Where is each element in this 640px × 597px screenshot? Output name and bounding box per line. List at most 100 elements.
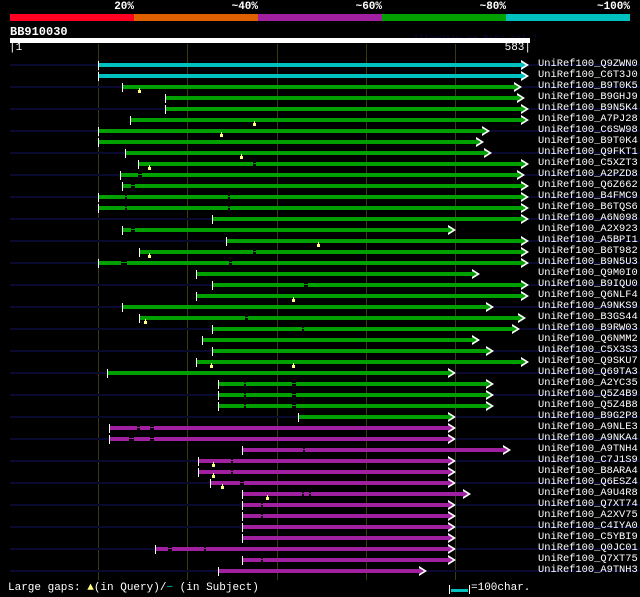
alignment-bar[interactable] [218,569,422,573]
alignment-bar[interactable] [242,448,506,452]
hit-label[interactable]: UniRef100_Q9M0I0 [538,267,638,279]
subject-gap [243,393,246,397]
alignment-bar[interactable] [218,382,489,386]
hit-label[interactable]: UniRef100_B9T0K4 [538,135,638,147]
hit-label[interactable]: UniRef100_Q6NLF4 [538,289,638,301]
hit-label[interactable]: UniRef100_Q6Z662 [538,179,638,191]
alignment-bar[interactable] [166,96,519,100]
hit-label[interactable]: UniRef100_B4FMC9 [538,190,638,202]
hit-label[interactable]: UniRef100_B6T982 [538,245,638,257]
alignment-bar[interactable] [242,514,450,518]
hit-label[interactable]: UniRef100_A2X923 [538,223,638,235]
hit-label[interactable]: UniRef100_A9TNH3 [538,564,638,576]
alignment-bar[interactable] [108,371,450,375]
alignment-bar[interactable] [123,85,516,89]
hit-label[interactable]: UniRef100_C5X3S3 [538,344,638,356]
hit-label[interactable]: UniRef100_A9U4R8 [538,487,638,499]
alignment-bar[interactable] [121,173,519,177]
alignment-bar[interactable] [197,360,523,364]
hit-label[interactable]: UniRef100_C5YBI9 [538,531,638,543]
alignment-bar[interactable] [242,536,450,540]
alignment-bar[interactable] [109,437,450,441]
hit-label[interactable]: UniRef100_C6SW98 [538,124,638,136]
hit-label[interactable]: UniRef100_B9N5U3 [538,256,638,268]
hit-label[interactable]: UniRef100_Q69TA3 [538,366,638,378]
alignment-bar[interactable] [166,107,523,111]
hit-label[interactable]: UniRef100_B8ARA4 [538,465,638,477]
hit-label[interactable]: UniRef100_Q6NMM2 [538,333,638,345]
alignment-bar[interactable] [140,316,521,320]
hit-label[interactable]: UniRef100_Q5Z4B9 [538,388,638,400]
alignment-start-tick [212,281,214,290]
hit-label[interactable]: UniRef100_B9N5K4 [538,102,638,114]
alignment-bar[interactable] [213,327,515,331]
alignment-bar[interactable] [99,206,523,210]
hit-label[interactable]: UniRef100_Q0JC01 [538,542,638,554]
alignment-bar[interactable] [242,492,466,496]
alignment-bar[interactable] [197,272,474,276]
alignment-bar[interactable] [125,151,487,155]
alignment-bar[interactable] [213,283,523,287]
hit-label[interactable]: UniRef100_A2XV75 [538,509,638,521]
alignment-bar[interactable] [218,404,489,408]
hit-label[interactable]: UniRef100_A9TNH4 [538,443,638,455]
alignment-bar[interactable] [199,470,450,474]
hit-label[interactable]: UniRef100_Q7XT75 [538,553,638,565]
hit-label[interactable]: UniRef100_A2YC35 [538,377,638,389]
hit-label[interactable]: UniRef100_C5XZT3 [538,157,638,169]
hit-label[interactable]: UniRef100_A7PJ28 [538,113,638,125]
alignment-bar[interactable] [99,261,523,265]
hit-label[interactable]: UniRef100_B9G2P8 [538,410,638,422]
alignment-bar[interactable] [197,294,523,298]
hit-label[interactable]: UniRef100_A9NKS9 [538,300,638,312]
alignment-bar[interactable] [131,118,523,122]
hit-label[interactable]: UniRef100_A5BPI1 [538,234,638,246]
alignment-bar[interactable] [156,547,450,551]
alignment-bar[interactable] [226,239,523,243]
alignment-bar[interactable] [139,162,523,166]
hit-label[interactable]: UniRef100_Q9ZWN0 [538,58,638,70]
alignment-bar[interactable] [123,228,450,232]
hit-label[interactable]: UniRef100_Q9SKU7 [538,355,638,367]
query-gap-marker-icon [239,154,243,159]
hit-label[interactable]: UniRef100_A6N098 [538,212,638,224]
alignment-bar[interactable] [99,195,523,199]
hit-label[interactable]: UniRef100_B9RW03 [538,322,638,334]
hit-label[interactable]: UniRef100_C4IYA0 [538,520,638,532]
hit-label[interactable]: UniRef100_B6TQS6 [538,201,638,213]
hit-label[interactable]: UniRef100_B9GHJ9 [538,91,638,103]
alignment-bar[interactable] [242,558,450,562]
hit-label[interactable]: UniRef100_B3GS44 [538,311,638,323]
alignment-bar[interactable] [213,217,523,221]
hit-label[interactable]: UniRef100_Q9FKT1 [538,146,638,158]
alignment-bar[interactable] [242,503,450,507]
hit-label[interactable]: UniRef100_Q7XT74 [538,498,638,510]
hit-label[interactable]: UniRef100_C6T3J0 [538,69,638,81]
alignment-bar[interactable] [218,393,489,397]
alignment-bar[interactable] [202,338,474,342]
alignment-bar[interactable] [99,140,479,144]
hit-label[interactable]: UniRef100_Q6ESZ4 [538,476,638,488]
hit-label[interactable]: UniRef100_A2PZD8 [538,168,638,180]
alignment-bar[interactable] [99,74,523,78]
alignment-bar[interactable] [210,481,450,485]
hit-label[interactable]: UniRef100_B9T0K5 [538,80,638,92]
alignment-bar[interactable] [99,63,523,67]
alignment-bar[interactable] [298,415,450,419]
alignment-bar[interactable] [123,184,523,188]
alignment-bar[interactable] [242,525,450,529]
alignment-end-arrow-fill [447,458,453,464]
hit-label[interactable]: UniRef100_Q5Z4B8 [538,399,638,411]
hit-label[interactable]: UniRef100_B9IQU0 [538,278,638,290]
hit-label[interactable]: UniRef100_C7J1S9 [538,454,638,466]
hit-label[interactable]: UniRef100_A9NKA4 [538,432,638,444]
alignment-bar[interactable] [199,459,450,463]
alignment-end-arrow-fill [486,304,492,310]
alignment-bar[interactable] [99,129,484,133]
hit-label[interactable]: UniRef100_A9NLE3 [538,421,638,433]
alignment-bar[interactable] [213,349,489,353]
alignment-bar[interactable] [109,426,450,430]
alignment-bar[interactable] [140,250,523,254]
alignment-bar[interactable] [123,305,489,309]
query-gap-marker-icon [212,462,216,467]
